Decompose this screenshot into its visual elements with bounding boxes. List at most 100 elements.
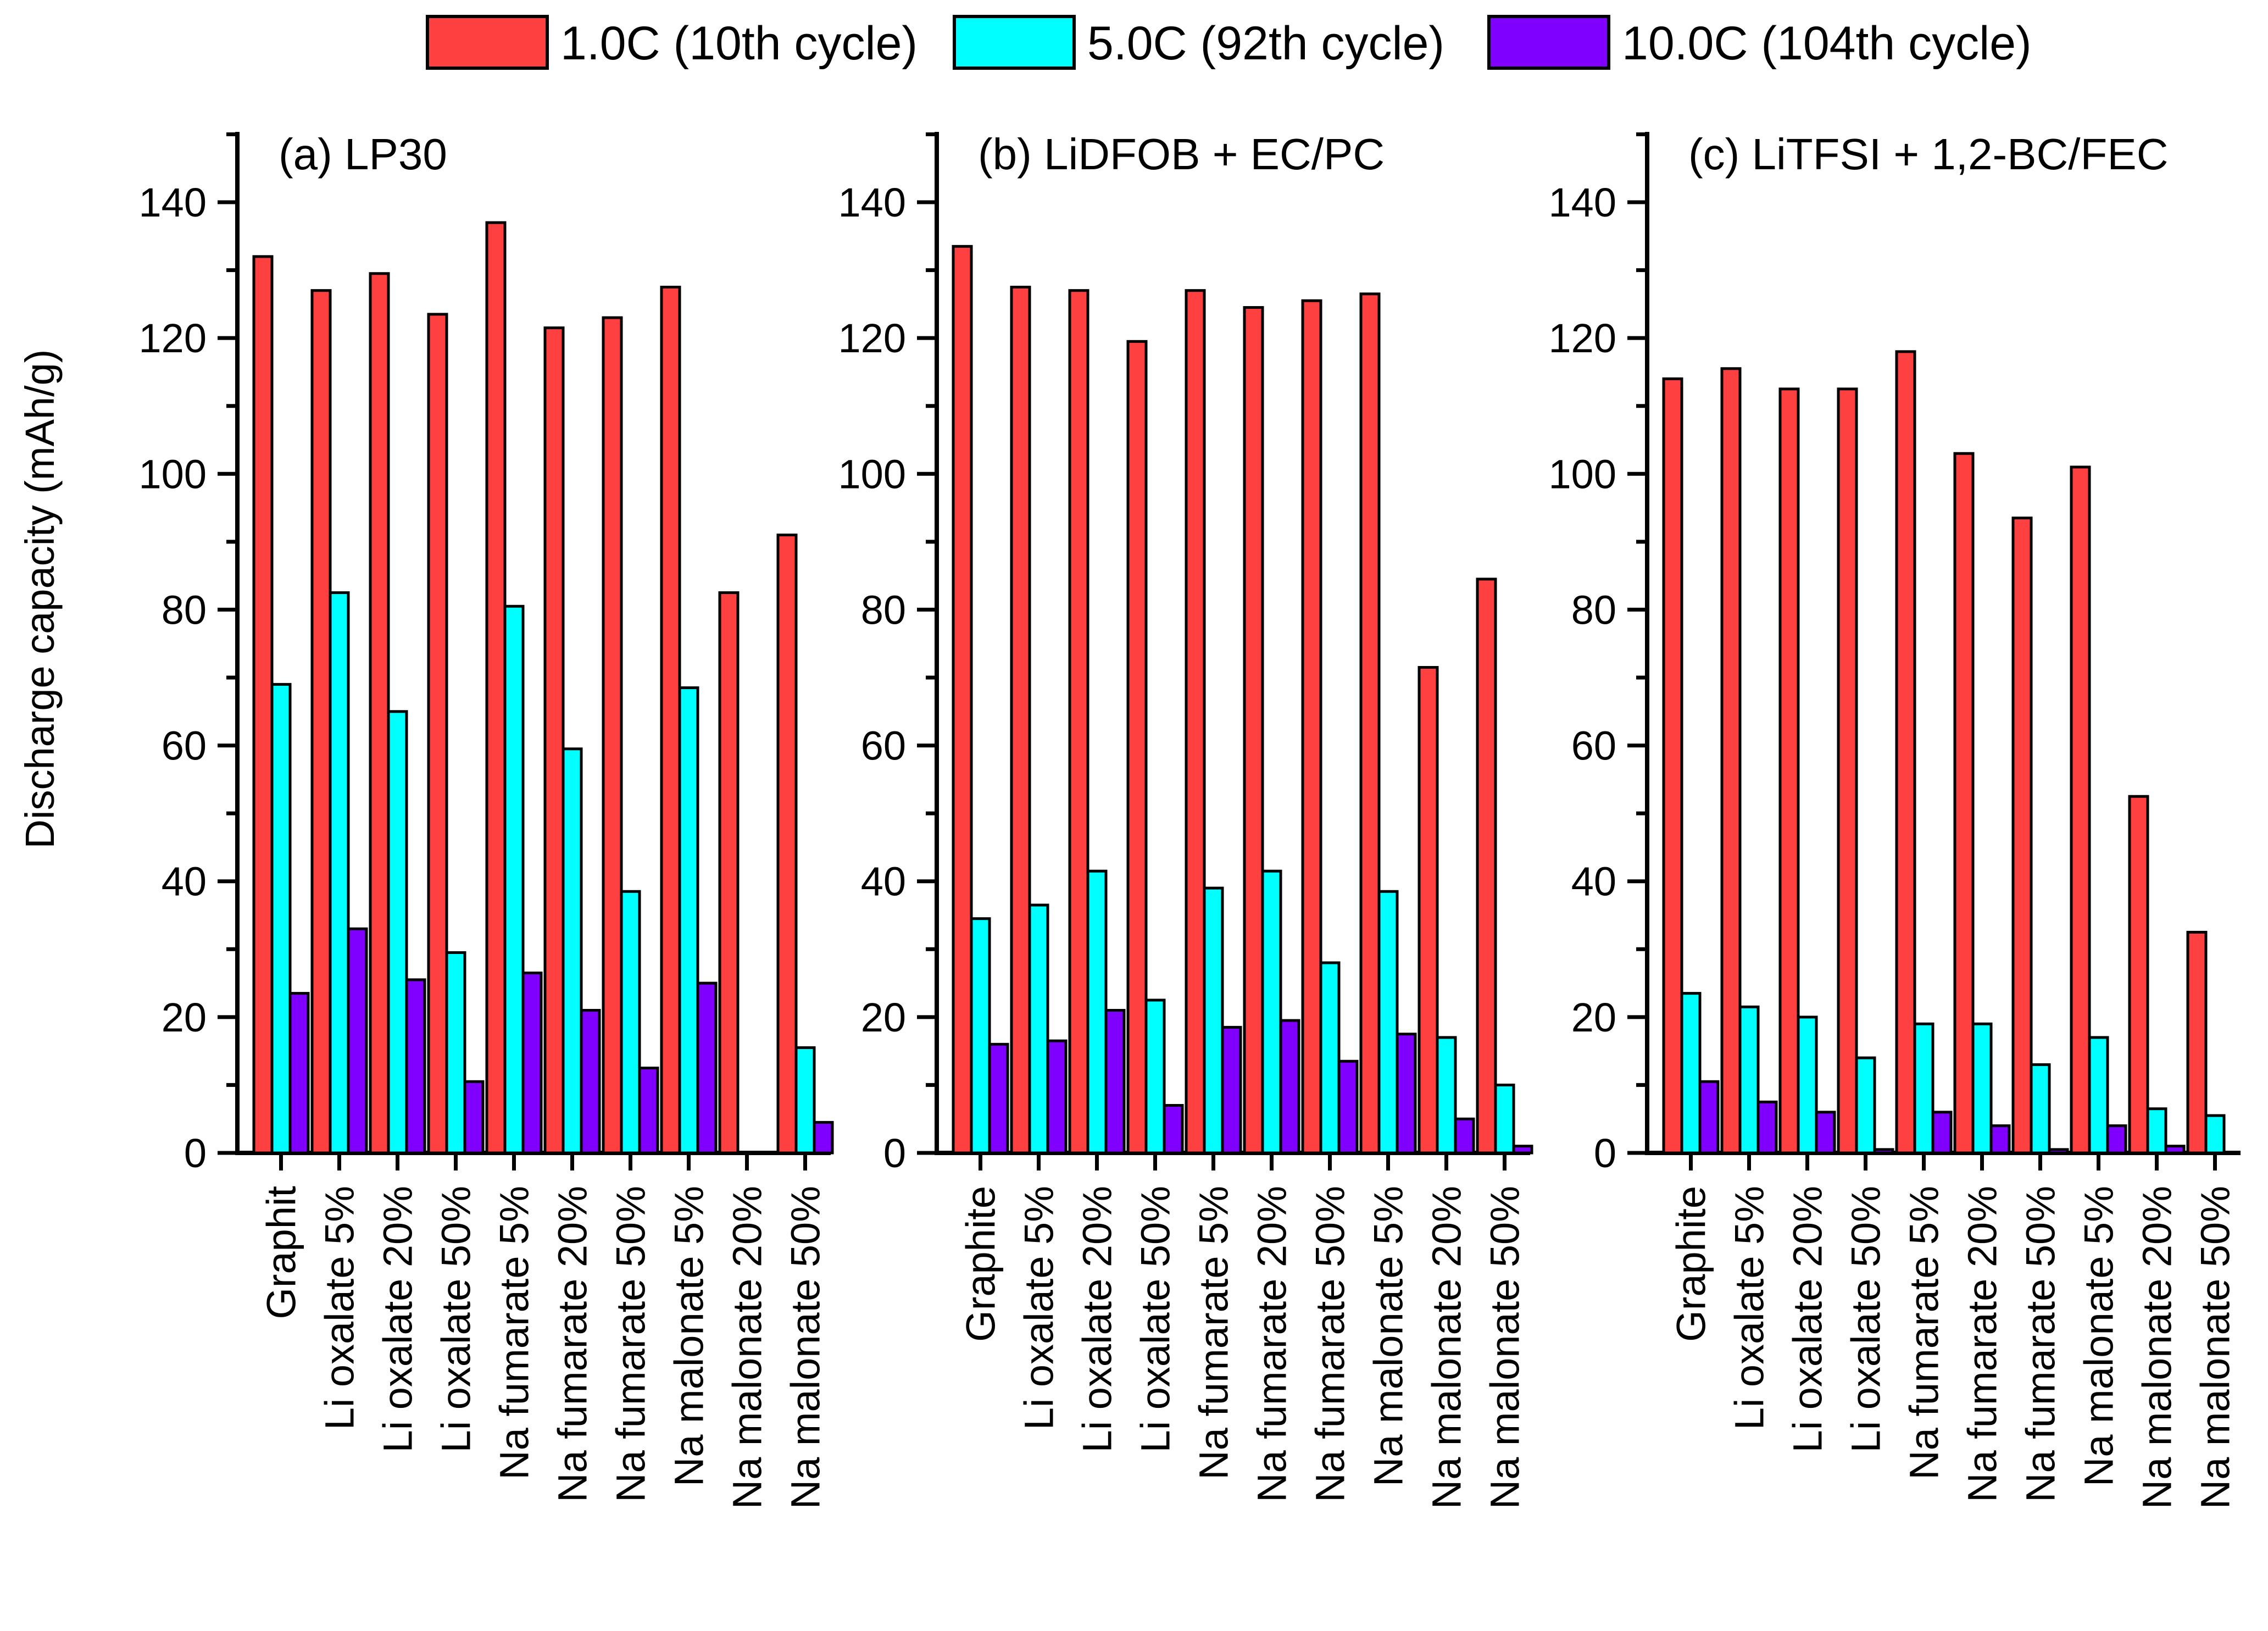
- y-tick-label: 80: [1571, 587, 1616, 633]
- bar: [1337, 1059, 1359, 1155]
- bar: [1512, 1145, 1533, 1155]
- panel-title: (b) LiDFOB + EC/PC: [978, 130, 1385, 179]
- bar: [2011, 517, 2033, 1155]
- bar: [696, 981, 718, 1155]
- x-category-label: Na fumarate 5%: [1191, 1186, 1237, 1480]
- bar: [678, 686, 699, 1155]
- x-category-label: Graphite: [958, 1186, 1004, 1342]
- y-tick-label: 140: [838, 180, 906, 225]
- bar: [1301, 299, 1322, 1155]
- bar: [1068, 289, 1089, 1155]
- bar-group: [485, 221, 543, 1155]
- y-tick-label: 0: [1594, 1130, 1616, 1176]
- y-tick-label: 0: [883, 1130, 906, 1176]
- bar: [405, 978, 426, 1155]
- x-category-label: Na fumarate 50%: [1308, 1186, 1353, 1502]
- bar: [1738, 1005, 1760, 1155]
- y-tick-label: 0: [184, 1130, 207, 1176]
- bar: [1756, 1100, 1778, 1155]
- bar: [1698, 1080, 1720, 1155]
- bar: [620, 890, 641, 1155]
- bar: [543, 326, 565, 1155]
- y-tick-label: 20: [1571, 995, 1616, 1040]
- bar: [252, 255, 274, 1155]
- y-tick-label: 100: [139, 451, 207, 497]
- bar: [1377, 890, 1399, 1155]
- x-category-label: Graphite: [1669, 1186, 1714, 1342]
- y-tick-label: 80: [162, 587, 207, 633]
- bar-group: [602, 316, 659, 1155]
- bar: [521, 972, 543, 1155]
- bar: [1010, 285, 1031, 1155]
- bar: [952, 245, 973, 1155]
- x-category-label: Li oxalate 50%: [1133, 1186, 1179, 1452]
- bar-group: [1953, 452, 2011, 1155]
- y-tick-label: 120: [139, 315, 207, 361]
- bar-group: [1662, 377, 1720, 1155]
- bar: [1953, 452, 1975, 1155]
- bar: [2070, 465, 2091, 1155]
- bar: [1778, 387, 1800, 1155]
- bar-group: [1185, 289, 1242, 1155]
- legend: 1.0C (10th cycle) 5.0C (92th cycle) 10.0C …: [426, 15, 2032, 70]
- bar: [369, 272, 390, 1155]
- bar: [427, 313, 448, 1155]
- x-category-label: Li oxalate 20%: [1785, 1186, 1831, 1452]
- bar: [1279, 1019, 1300, 1155]
- bar: [1163, 1104, 1184, 1155]
- x-category-label: Na fumarate 50%: [608, 1186, 654, 1502]
- bar: [1436, 1036, 1457, 1155]
- bar: [562, 747, 583, 1155]
- bar: [794, 1046, 816, 1155]
- panel-title: (c) LiTFSI + 1,2-BC/FEC: [1688, 130, 2168, 179]
- bar: [463, 1080, 485, 1155]
- x-category-label: Na fumarate 5%: [1902, 1186, 1947, 1480]
- bar: [638, 1067, 659, 1155]
- bar: [580, 1009, 601, 1155]
- bar-group: [1895, 350, 1953, 1155]
- bar: [288, 992, 310, 1155]
- x-category-label: Li oxalate 20%: [1075, 1186, 1120, 1452]
- bar: [776, 534, 798, 1155]
- bar: [1855, 1056, 1876, 1155]
- bar-group: [2128, 795, 2186, 1155]
- bar: [1086, 869, 1108, 1155]
- x-category-label: Na malonate 50%: [2193, 1186, 2238, 1509]
- bar: [503, 604, 525, 1155]
- bar: [1913, 1022, 1935, 1155]
- y-axis-label: Discharge capacity (mAh/g): [17, 350, 63, 849]
- bar: [2048, 1148, 2069, 1155]
- bar-group: [1720, 367, 1778, 1155]
- bar: [1243, 306, 1264, 1155]
- bar: [1873, 1148, 1894, 1155]
- panel-3: 0 20 40 60 80 100 120 140 (c) LiTFSI + 1,2-BC/FE…: [1549, 130, 2241, 1509]
- bar: [1126, 340, 1148, 1155]
- y-tick-label: 60: [861, 723, 906, 769]
- bar: [310, 289, 332, 1155]
- bar: [1662, 377, 1683, 1155]
- bar: [1203, 886, 1224, 1155]
- bar: [2186, 930, 2208, 1155]
- x-category-label: Li oxalate 50%: [1843, 1186, 1889, 1452]
- bar-group: [1126, 340, 1184, 1155]
- x-category-label: Li oxalate 5%: [1016, 1186, 1062, 1430]
- bar: [1261, 869, 1282, 1155]
- bar: [1797, 1016, 1818, 1155]
- x-category-label: Na malonate 20%: [725, 1186, 770, 1509]
- bar: [1815, 1111, 1836, 1155]
- y-tick-label: 140: [139, 180, 207, 225]
- bar: [1454, 1117, 1475, 1155]
- bar: [2204, 1114, 2226, 1155]
- bar: [1144, 998, 1166, 1155]
- panel-2: 0 20 40 60 80 100 120 140 (b) LiDFOB + EC/PC Grap…: [838, 130, 1533, 1509]
- bar-group: [1068, 289, 1126, 1155]
- y-tick-label: 40: [162, 859, 207, 905]
- bar: [1720, 367, 1742, 1155]
- legend-item: 5.0C (92th cycle): [953, 15, 1444, 70]
- panel-title: (a) LP30: [279, 130, 447, 179]
- bar: [718, 591, 740, 1155]
- bar: [387, 710, 408, 1155]
- x-category-label: Li oxalate 20%: [375, 1186, 421, 1452]
- bar-group: [1837, 387, 1894, 1155]
